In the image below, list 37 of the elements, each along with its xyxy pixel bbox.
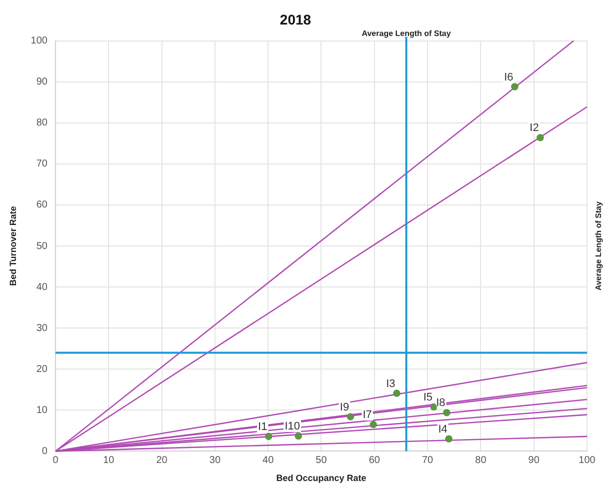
y-tick-label: 80 xyxy=(36,118,48,129)
x-tick-label: 50 xyxy=(316,454,328,466)
x-tick-label: 70 xyxy=(422,454,434,466)
y-tick-label: 20 xyxy=(36,364,48,375)
y-tick-label: 70 xyxy=(36,158,48,170)
x-axis-title: Bed Occupancy Rate xyxy=(276,473,366,484)
x-tick-label: 10 xyxy=(103,454,115,466)
x-tick-label: 100 xyxy=(578,454,596,466)
ref-line-label: Average Length of Stay xyxy=(362,29,452,38)
y-axis-title: Bed Turnover Rate xyxy=(8,206,18,286)
x-tick-label: 60 xyxy=(368,454,380,466)
series-label: I7 xyxy=(362,409,372,422)
series-label: I2 xyxy=(530,122,539,134)
y-tick-label: 40 xyxy=(36,282,48,293)
text: Average Length of Stay xyxy=(594,200,604,291)
series-label: I10 xyxy=(284,420,300,433)
y-tick-label: 10 xyxy=(36,404,48,416)
x-tick-label: 20 xyxy=(156,454,168,466)
y-tick-label: 90 xyxy=(36,76,48,88)
y-tick-label: 60 xyxy=(36,200,48,211)
chart-title: 2018 xyxy=(280,11,312,28)
y-tick-label: 50 xyxy=(36,240,48,252)
x-tick-label: 40 xyxy=(262,454,274,466)
series-label: I1 xyxy=(258,420,268,433)
x-tick-label: 0 xyxy=(52,454,59,466)
x-tick-label: 80 xyxy=(475,454,487,466)
y-tick-label: 30 xyxy=(36,322,48,334)
series-label: I6 xyxy=(504,71,514,84)
series-label: I3 xyxy=(386,378,396,390)
x-tick-label: 30 xyxy=(209,454,221,466)
series-label: I4 xyxy=(438,423,448,436)
x-tick-label: 90 xyxy=(528,454,540,466)
series-label: I5 xyxy=(423,391,433,404)
y-tick-label: 100 xyxy=(30,36,48,47)
series-label: I8 xyxy=(436,397,446,410)
y-tick-label: 0 xyxy=(42,446,48,457)
series-label: I9 xyxy=(340,401,350,414)
